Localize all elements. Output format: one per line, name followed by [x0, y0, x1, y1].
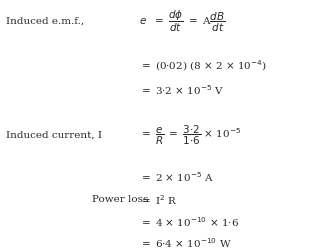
Text: Induced e.m.f.,: Induced e.m.f., — [6, 17, 84, 26]
Text: Induced current, I: Induced current, I — [6, 131, 102, 140]
Text: $=$ (0$\cdot$02) (8 $\times$ 2 $\times$ 10$^{-4}$): $=$ (0$\cdot$02) (8 $\times$ 2 $\times$ … — [139, 58, 268, 73]
Text: $=$ 6$\cdot$4 $\times$ 10$^{-10}$ W: $=$ 6$\cdot$4 $\times$ 10$^{-10}$ W — [139, 237, 232, 248]
Text: $=$ 2 $\times$ 10$^{-5}$ A: $=$ 2 $\times$ 10$^{-5}$ A — [139, 170, 215, 184]
Text: $=$ 3$\cdot$2 $\times$ 10$^{-5}$ V: $=$ 3$\cdot$2 $\times$ 10$^{-5}$ V — [139, 84, 224, 97]
Text: $e$  $=$ $\dfrac{d\phi}{dt}$ $=$ A$\dfrac{dB}{dt}$: $e$ $=$ $\dfrac{d\phi}{dt}$ $=$ A$\dfrac… — [139, 8, 226, 34]
Text: $=$ I$^{2}$ R: $=$ I$^{2}$ R — [139, 193, 178, 207]
Text: Power loss: Power loss — [92, 195, 148, 204]
Text: $=$ $\dfrac{e}{R}$ $=$ $\dfrac{3{\cdot}2}{1{\cdot}6}$ $\times$ 10$^{-5}$: $=$ $\dfrac{e}{R}$ $=$ $\dfrac{3{\cdot}2… — [139, 124, 242, 147]
Text: $=$ 4 $\times$ 10$^{-10}$ $\times$ 1$\cdot$6: $=$ 4 $\times$ 10$^{-10}$ $\times$ 1$\cd… — [139, 215, 240, 229]
